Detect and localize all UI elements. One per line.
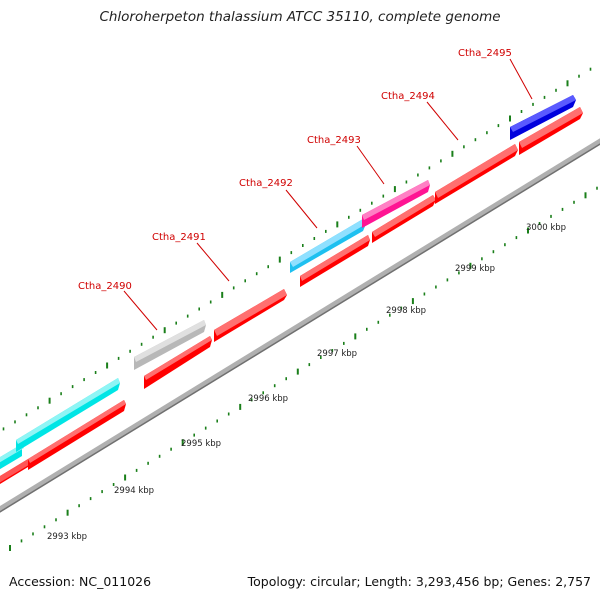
map-title: Chloroherpeton thalassium ATCC 35110, co… [99,9,501,25]
leader-line [285,189,318,229]
cds-arrow [372,195,436,243]
gene-arrow-ctha-2493 [362,180,430,228]
scale-label: 2998 kbp [386,306,426,316]
scale-label: 2997 kbp [317,349,357,359]
leader-line [123,290,158,331]
cds-arrow [144,336,212,389]
gene-label-leaders [123,58,533,331]
scale-label: 2995 kbp [181,439,221,449]
scale-labels: 2993 kbp 2994 kbp 2995 kbp 2996 kbp 2997… [47,223,566,542]
scale-label: 3000 kbp [526,223,566,233]
genome-backbone-shadow [0,143,600,513]
scale-label: 2993 kbp [47,532,87,542]
gene-label-ctha-2491: Ctha_2491 [152,232,206,243]
gene-label-ctha-2493: Ctha_2493 [307,135,361,146]
cds-arrow [300,235,370,287]
outer-tick-track [2,67,592,431]
genome-summary-text: Topology: circular; Length: 3,293,456 bp… [247,574,591,589]
gene-label-ctha-2490: Ctha_2490 [78,281,132,292]
cds-track [0,107,583,484]
leader-line [356,145,385,185]
gene-label-ctha-2494: Ctha_2494 [381,91,435,102]
cds-arrow [214,289,287,342]
cds-arrow [519,107,583,155]
scale-label: 2994 kbp [114,486,154,496]
inner-tick-track [9,186,598,551]
cds-arrow [0,459,32,484]
gene-arrow-ctha-2490 [134,320,206,370]
leader-line [426,101,459,141]
genome-backbone [0,138,600,512]
cds-arrow [28,400,126,470]
gene-labels: Ctha_2490 Ctha_2491 Ctha_2492 Ctha_2493 … [78,48,512,292]
scale-label: 2996 kbp [248,394,288,404]
gene-label-ctha-2492: Ctha_2492 [239,178,293,189]
leader-line [196,242,230,282]
leader-line [509,58,533,100]
gene-track [0,95,576,470]
gene-arrow [16,378,120,452]
scale-label: 2999 kbp [455,264,495,274]
gene-arrow-ctha-2492 [290,219,366,273]
cds-arrow [435,144,518,204]
gene-arrow-ctha-2495 [510,95,576,140]
accession-text: Accession: NC_011026 [9,574,152,589]
gene-label-ctha-2495: Ctha_2495 [458,48,512,59]
